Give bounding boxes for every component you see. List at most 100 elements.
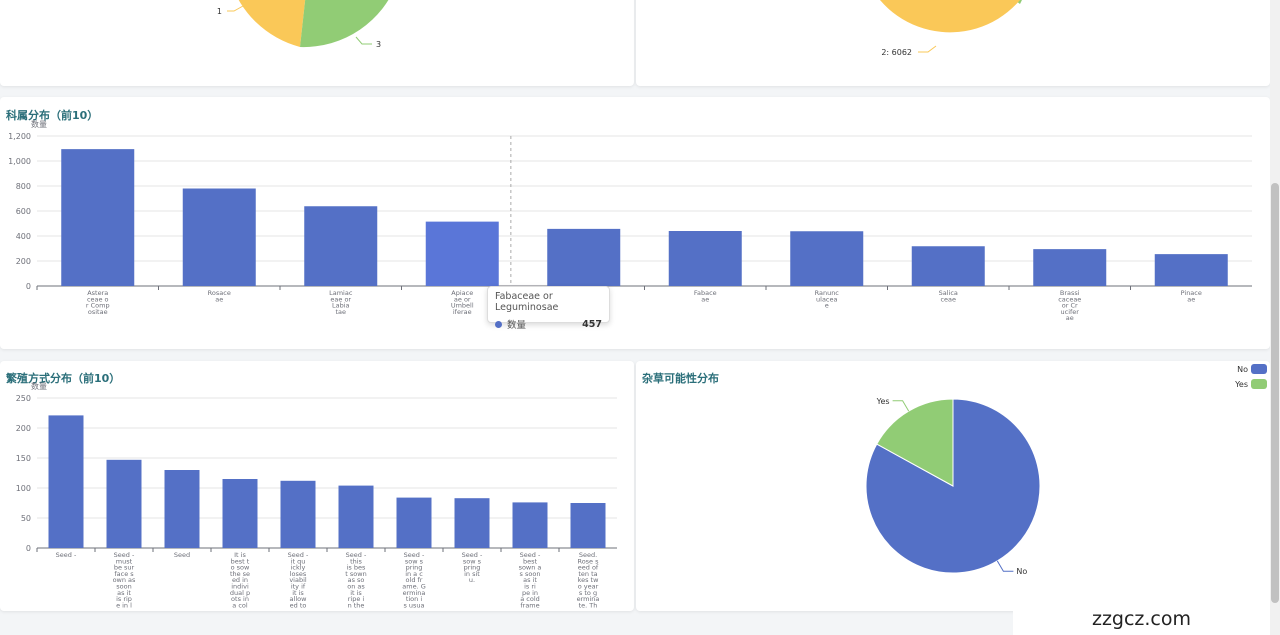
bar[interactable] <box>547 228 621 286</box>
x-tick-label: ae or <box>454 295 471 303</box>
x-tick-label: soon <box>116 583 131 591</box>
bar[interactable] <box>48 415 84 548</box>
x-tick-label: frame <box>520 601 539 609</box>
bar[interactable] <box>396 497 432 548</box>
tooltip-series: 数量 <box>507 320 527 331</box>
y-axis-label: 数量 <box>31 119 47 129</box>
donut-label-2: 2: 6062 <box>881 48 912 57</box>
legend-label: No <box>1237 365 1248 374</box>
tooltip-row: 数量 457 <box>495 317 602 331</box>
bar[interactable] <box>1033 249 1107 286</box>
donut-chart-top-right: 2: 6062 <box>867 0 1024 57</box>
x-tick-label: t sown <box>345 570 366 578</box>
scrollbar-thumb[interactable] <box>1271 183 1279 603</box>
x-tick-label: eae or <box>330 295 351 303</box>
x-tick-label: Fabace <box>694 289 717 297</box>
y-tick-label: 50 <box>21 514 31 523</box>
x-tick-label: ucifer <box>1061 308 1080 316</box>
x-tick-label: e in l <box>116 601 132 609</box>
bar[interactable] <box>106 459 142 548</box>
x-tick-label: is ri <box>524 583 536 591</box>
x-tick-label: as it <box>523 576 537 584</box>
x-tick-label: r Comp <box>86 302 110 310</box>
x-tick-label: ermina <box>403 589 426 597</box>
bar[interactable] <box>304 206 378 286</box>
bar[interactable] <box>668 231 742 286</box>
x-tick-label: pe in <box>522 589 538 597</box>
y-tick-label: 0 <box>26 544 31 553</box>
bar[interactable] <box>182 188 256 287</box>
x-tick-label: ity if <box>291 583 306 591</box>
x-tick-label: be sur <box>114 564 135 572</box>
x-tick-label: Seed - <box>462 551 483 559</box>
x-tick-label: sow s <box>405 557 424 565</box>
pie-slice-green[interactable] <box>300 0 398 48</box>
x-tick-label: u. <box>469 576 475 584</box>
pie-label-3: 3 <box>376 40 381 49</box>
x-tick-label: e <box>825 302 829 310</box>
x-tick-label: ulacea <box>816 295 837 303</box>
x-tick-label: Seed <box>174 551 190 559</box>
bar[interactable] <box>280 480 316 548</box>
x-tick-label: best t <box>231 557 250 565</box>
y-tick-label: 800 <box>16 182 31 191</box>
x-tick-label: n the <box>348 601 365 609</box>
bar[interactable] <box>222 479 258 548</box>
donut-ring-lower[interactable] <box>867 0 1024 33</box>
x-tick-label: this <box>350 557 362 565</box>
x-tick-label: ots in <box>231 595 249 603</box>
x-tick-label: own as <box>113 576 136 584</box>
legend-swatch[interactable] <box>1251 379 1267 389</box>
y-axis-label: 数量 <box>31 381 47 391</box>
y-tick-label: 600 <box>16 207 31 216</box>
x-tick-label: Seed - <box>520 551 541 559</box>
x-tick-label: Seed - <box>346 551 367 559</box>
x-tick-label: Seed - <box>114 551 135 559</box>
x-tick-label: Apiace <box>451 289 473 297</box>
x-tick-label: ositae <box>88 308 108 316</box>
bar[interactable] <box>1154 254 1228 286</box>
x-tick-label: in a c <box>405 570 423 578</box>
x-tick-label: It is <box>234 551 246 559</box>
x-tick-label: face s <box>114 570 134 578</box>
x-tick-label: as so <box>348 576 365 584</box>
bar[interactable] <box>512 502 548 548</box>
bar[interactable] <box>425 221 499 286</box>
x-tick-label: ten ta <box>578 570 597 578</box>
bar[interactable] <box>338 485 374 548</box>
card-top-right: 2: 6062 <box>636 0 1270 86</box>
card-weed-distribution: 杂草可能性分布 No Yes No Yes <box>636 361 1270 611</box>
x-tick-label: sow s <box>463 557 482 565</box>
bar[interactable] <box>164 470 200 548</box>
x-tick-label: must <box>116 557 133 565</box>
y-tick-label: 250 <box>16 394 31 403</box>
x-tick-label: kes tw <box>578 576 600 584</box>
x-tick-label: ceae <box>940 295 956 303</box>
x-tick-label: s soon <box>520 570 541 578</box>
x-tick-label: Umbell <box>451 302 474 310</box>
x-tick-label: Astera <box>87 289 108 297</box>
x-tick-label: old fr <box>406 576 423 584</box>
bar[interactable] <box>454 498 490 548</box>
bar[interactable] <box>790 231 864 286</box>
legend-swatch[interactable] <box>1251 364 1267 374</box>
bar[interactable] <box>61 149 135 286</box>
pie-slice-yellow[interactable] <box>230 0 310 47</box>
x-tick-label: Seed. <box>579 551 597 559</box>
x-tick-label: it qu <box>291 557 306 565</box>
x-tick-label: iferae <box>453 308 472 316</box>
weed-chart-title: 杂草可能性分布 <box>642 372 719 385</box>
bar[interactable] <box>911 246 985 286</box>
x-tick-label: Salica <box>939 289 958 297</box>
card-propagation-distribution: 繁殖方式分布（前10） 0 50 100 150 200 250 数量 Seed - Seed … <box>0 361 634 611</box>
y-tick-label: 1,000 <box>8 157 31 166</box>
x-tick-label: ae <box>1066 314 1074 322</box>
y-tick-label: 100 <box>16 484 31 493</box>
x-tick-label: o sow <box>231 564 250 572</box>
x-tick-label: as it <box>117 589 131 597</box>
label-line-3 <box>355 36 372 45</box>
x-tick-label: ceae o <box>87 295 109 303</box>
x-tick-label: indivi <box>231 583 249 591</box>
bar[interactable] <box>570 503 606 548</box>
x-tick-label: Rosace <box>208 289 231 297</box>
